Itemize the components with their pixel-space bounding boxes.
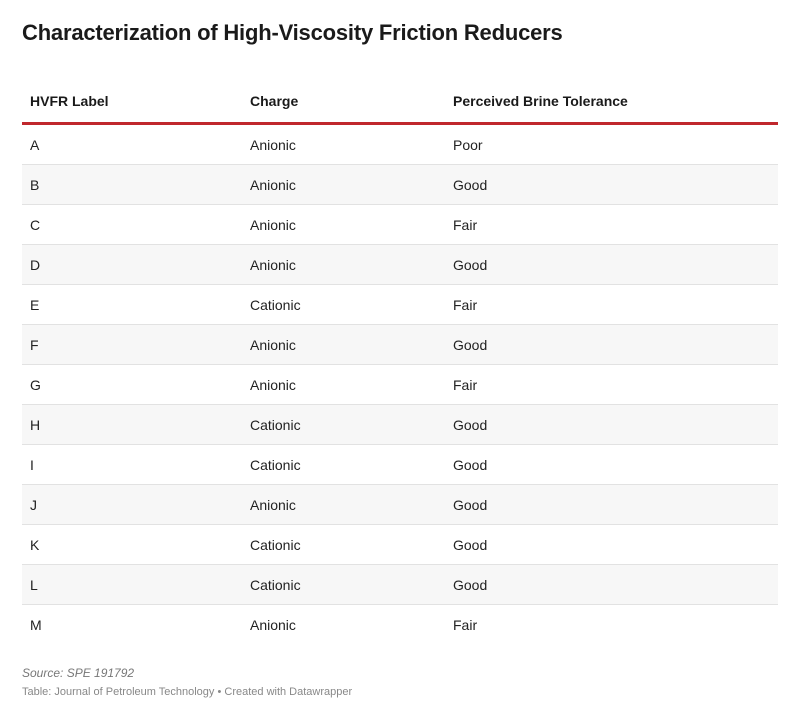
- column-header-brine-tolerance: Perceived Brine Tolerance: [445, 80, 778, 125]
- cell-brine-tolerance: Fair: [453, 616, 478, 633]
- cell-brine-tolerance: Good: [445, 164, 778, 205]
- cell-hvfr-label: B: [22, 164, 242, 205]
- table-row: C Anionic Fair: [22, 204, 778, 245]
- cell-brine-tolerance: Good: [445, 404, 778, 445]
- cell-charge: Anionic: [242, 204, 445, 245]
- table-row: B Anionic Good: [22, 164, 778, 205]
- cell-brine-tolerance: Good: [445, 524, 778, 565]
- source-note: Source: SPE 191792: [22, 666, 135, 680]
- table-title: Characterization of High-Viscosity Frict…: [22, 20, 563, 45]
- cell-brine-tolerance: Good: [445, 444, 778, 485]
- cell-charge: Cationic: [242, 564, 445, 605]
- cell-brine-tolerance: Fair: [445, 204, 778, 245]
- table-row: H Cationic Good: [22, 404, 778, 445]
- cell-charge: Anionic: [250, 616, 296, 633]
- cell-brine-tolerance: Poor: [445, 123, 778, 165]
- cell-hvfr-label: I: [22, 444, 242, 485]
- table-row: F Anionic Good: [22, 324, 778, 365]
- data-table: HVFR Label Charge Perceived Brine Tolera…: [22, 80, 778, 644]
- cell-charge: Anionic: [242, 324, 445, 365]
- cell-hvfr-label: E: [22, 284, 242, 325]
- cell-charge: Cationic: [242, 524, 445, 565]
- cell-charge: Anionic: [242, 484, 445, 525]
- cell-charge: Anionic: [242, 364, 445, 405]
- cell-brine-tolerance: Good: [445, 324, 778, 365]
- cell-brine-tolerance: Fair: [445, 364, 778, 405]
- cell-charge: Cationic: [242, 444, 445, 485]
- table-row: G Anionic Fair: [22, 364, 778, 405]
- table-row: I Cationic Good: [22, 444, 778, 485]
- table-row: D Anionic Good: [22, 244, 778, 285]
- cell-charge: Cationic: [242, 284, 445, 325]
- table-row: E Cationic Fair: [22, 284, 778, 325]
- cell-charge: Anionic: [242, 123, 445, 165]
- cell-charge: Cationic: [242, 404, 445, 445]
- cell-brine-tolerance: Fair: [445, 284, 778, 325]
- table-row: A Anionic Poor: [22, 123, 778, 165]
- credit-note: Table: Journal of Petroleum Technology •…: [22, 686, 353, 698]
- cell-brine-tolerance: Good: [445, 484, 778, 525]
- cell-brine-tolerance: Good: [445, 564, 778, 605]
- cell-hvfr-label: K: [22, 524, 242, 565]
- cell-hvfr-label: C: [22, 204, 242, 245]
- table-row: M Anionic Fair: [22, 605, 778, 645]
- cell-hvfr-label: F: [22, 324, 242, 365]
- cell-hvfr-label: J: [22, 484, 242, 525]
- column-header-hvfr-label: HVFR Label: [22, 80, 242, 125]
- cell-hvfr-label: A: [22, 123, 242, 165]
- table-row: L Cationic Good: [22, 564, 778, 605]
- cell-hvfr-label: H: [22, 404, 242, 445]
- cell-hvfr-label: G: [22, 364, 242, 405]
- table-row: K Cationic Good: [22, 524, 778, 565]
- cell-hvfr-label: L: [22, 564, 242, 605]
- cell-brine-tolerance: Good: [445, 244, 778, 285]
- table-body: A Anionic Poor B Anionic Good C Anionic Fair D Ani…: [22, 123, 778, 645]
- cell-hvfr-label: D: [22, 244, 242, 285]
- cell-charge: Anionic: [242, 164, 445, 205]
- cell-charge: Anionic: [242, 244, 445, 285]
- cell-hvfr-label: M: [30, 616, 42, 633]
- column-header-charge: Charge: [242, 80, 445, 125]
- table-header-row: HVFR Label Charge Perceived Brine Tolera…: [22, 80, 778, 125]
- table-row: J Anionic Good: [22, 484, 778, 525]
